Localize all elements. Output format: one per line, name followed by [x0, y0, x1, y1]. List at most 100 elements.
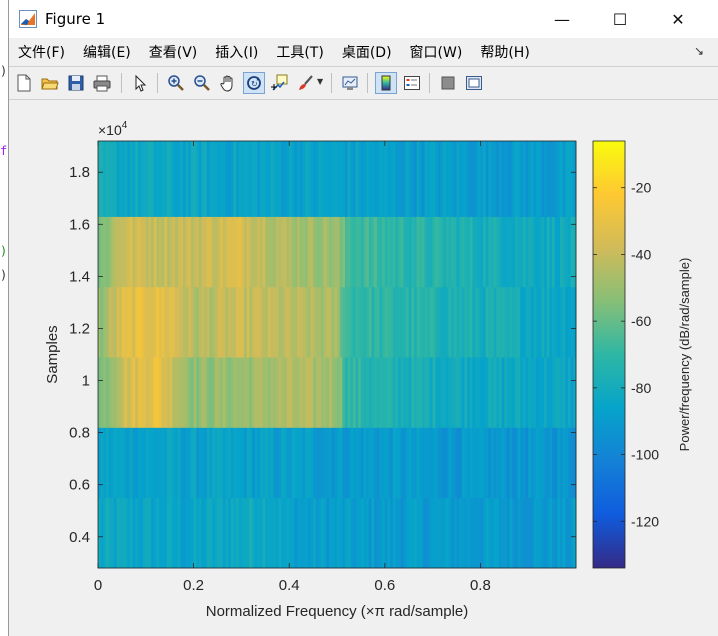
heatmap-cell: [530, 141, 534, 217]
maximize-button[interactable]: ☐: [597, 4, 643, 34]
heatmap-cell: [177, 357, 181, 428]
heatmap-cell: [289, 216, 293, 288]
data-cursor-icon[interactable]: [269, 72, 291, 94]
heatmap-cell: [121, 216, 125, 288]
heatmap-cell: [517, 427, 521, 499]
menu-help[interactable]: 帮助(H): [480, 45, 530, 61]
minimize-button[interactable]: —: [539, 4, 585, 34]
menu-file[interactable]: 文件(F): [18, 45, 65, 61]
heatmap-cell: [228, 357, 232, 428]
heatmap-cell: [368, 357, 372, 428]
heatmap-cell: [313, 141, 317, 217]
print-icon[interactable]: [91, 72, 113, 94]
heatmap-cell: [392, 357, 396, 428]
heatmap-cell: [111, 427, 115, 499]
heatmap-cell: [201, 497, 205, 569]
heatmap-cell: [360, 497, 364, 569]
heatmap-cell: [506, 141, 511, 217]
brush-icon[interactable]: [295, 72, 317, 94]
link-plot-icon[interactable]: [339, 72, 361, 94]
heatmap-cell: [113, 357, 117, 428]
heatmap-cell: [406, 286, 410, 358]
heatmap-cell: [411, 427, 415, 499]
heatmap-cell: [270, 216, 274, 288]
brush-dropdown-icon[interactable]: ▼: [317, 77, 324, 86]
heatmap-cell: [538, 427, 542, 499]
heatmap-cell: [501, 497, 505, 569]
heatmap-cell: [182, 357, 187, 428]
rotate-3d-icon[interactable]: ↻: [243, 72, 265, 94]
heatmap-cell: [419, 286, 423, 358]
heatmap-cell: [283, 427, 287, 499]
insert-legend-icon[interactable]: [401, 72, 423, 94]
menu-overflow-icon[interactable]: ↘: [693, 44, 704, 58]
heatmap-cell: [384, 427, 388, 499]
hide-plot-tools-icon[interactable]: [437, 72, 459, 94]
zoom-out-icon[interactable]: [191, 72, 213, 94]
heatmap-cell: [103, 497, 107, 569]
menu-edit[interactable]: 编辑(E): [82, 45, 131, 61]
insert-colorbar-icon[interactable]: [375, 72, 397, 94]
heatmap-cell: [121, 427, 125, 499]
heatmap-cell: [461, 141, 465, 217]
save-icon[interactable]: [65, 72, 87, 94]
heatmap-cell: [530, 357, 534, 428]
heatmap-cell: [435, 286, 439, 358]
heatmap-cell: [196, 141, 200, 217]
heatmap-cell: [416, 427, 420, 499]
menu-view[interactable]: 查看(V): [148, 45, 198, 61]
heatmap-cell: [387, 286, 391, 358]
title-bar[interactable]: Figure 1 — ☐ ✕: [9, 0, 718, 38]
open-file-icon[interactable]: [39, 72, 61, 94]
heatmap-cell: [124, 427, 128, 499]
heatmap-cell: [472, 357, 476, 428]
show-plot-tools-icon[interactable]: [463, 72, 485, 94]
close-button[interactable]: ✕: [655, 4, 701, 34]
new-figure-icon[interactable]: [13, 72, 35, 94]
heatmap-cell: [161, 286, 165, 358]
heatmap-cell: [326, 427, 330, 499]
heatmap-cell: [344, 141, 349, 217]
heatmap-cell: [352, 427, 356, 499]
heatmap-cell: [360, 427, 364, 499]
heatmap-cell: [329, 357, 333, 428]
x-tick-label: 0.6: [374, 577, 395, 594]
heatmap-cell: [517, 141, 521, 217]
zoom-in-icon[interactable]: [165, 72, 187, 94]
pan-hand-icon[interactable]: [217, 72, 239, 94]
heatmap-cell: [337, 497, 341, 569]
edit-pointer-icon[interactable]: [129, 72, 151, 94]
heatmap-cell: [98, 497, 102, 569]
heatmap-cell: [350, 286, 354, 358]
heatmap-cell: [528, 497, 532, 569]
heatmap-cell: [196, 427, 200, 499]
heatmap-cell: [350, 216, 354, 288]
heatmap-cell: [467, 141, 471, 217]
heatmap-cell: [148, 427, 152, 499]
heatmap-cell: [488, 497, 492, 569]
heatmap-cell: [98, 357, 102, 428]
y-tick-label: 0.6: [69, 477, 90, 494]
heatmap-cell: [113, 286, 117, 358]
heatmap-cell: [294, 357, 298, 428]
colorbar-tick-label: -60: [631, 313, 651, 329]
menu-insert[interactable]: 插入(I): [215, 45, 259, 61]
heatmap-cell: [384, 357, 388, 428]
heatmap-cell: [153, 427, 157, 499]
heatmap-cell: [156, 141, 160, 217]
heatmap-cell: [541, 216, 545, 288]
y-tick-label: 1.6: [69, 216, 90, 233]
heatmap-cell: [259, 427, 264, 499]
menu-tools[interactable]: 工具(T): [276, 45, 324, 61]
heatmap-cell: [514, 216, 518, 288]
heatmap-cell: [204, 427, 208, 499]
heatmap-cell: [520, 357, 524, 428]
menu-window[interactable]: 窗口(W): [409, 45, 463, 61]
heatmap-cell: [483, 216, 487, 288]
heatmap-cell: [161, 216, 165, 288]
menu-desktop[interactable]: 桌面(D): [341, 45, 392, 61]
heatmap-cell: [366, 497, 370, 569]
heatmap-cell: [496, 357, 500, 428]
heatmap-cell: [456, 141, 460, 217]
heatmap-cell: [143, 427, 147, 499]
